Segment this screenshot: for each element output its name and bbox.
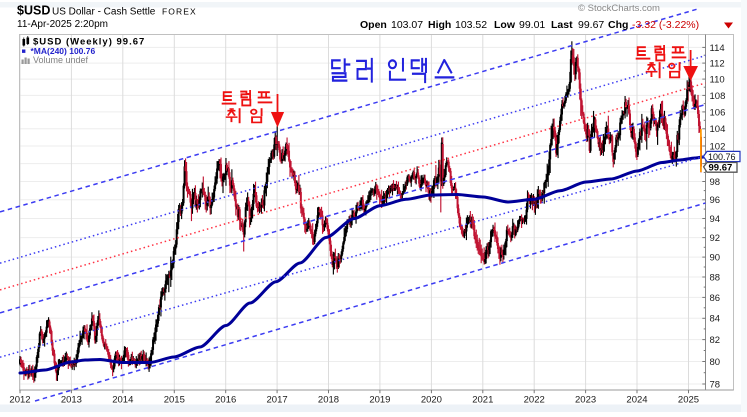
svg-text:2019: 2019 [369,395,390,406]
svg-text:86: 86 [710,293,721,304]
svg-text:2017: 2017 [267,395,288,406]
svg-text:© StockCharts.com: © StockCharts.com [578,3,660,14]
svg-text:82: 82 [710,335,721,346]
svg-text:2015: 2015 [164,395,185,406]
svg-text:Chg: Chg [608,19,628,31]
svg-text:99.67: 99.67 [709,163,733,174]
svg-text:99.67: 99.67 [578,19,604,31]
svg-text:$USD: $USD [17,4,50,18]
svg-text:2018: 2018 [318,395,339,406]
svg-text:103.52: 103.52 [455,19,487,31]
svg-text:110: 110 [710,75,725,86]
svg-text:2021: 2021 [472,395,493,406]
svg-text:112: 112 [710,59,725,70]
svg-text:92: 92 [710,233,721,244]
svg-text:Volume undef: Volume undef [33,55,89,65]
svg-text:103.07: 103.07 [391,19,423,31]
svg-text:96: 96 [710,195,721,206]
svg-text:114: 114 [710,43,725,54]
svg-text:78: 78 [710,379,721,390]
svg-text:2020: 2020 [421,395,442,406]
svg-text:-3.32 (-3.22%): -3.32 (-3.22%) [632,19,699,31]
svg-text:106: 106 [710,107,726,118]
svg-text:2025: 2025 [678,395,699,406]
svg-text:2022: 2022 [524,395,545,406]
svg-text:84: 84 [710,314,721,325]
svg-text:2016: 2016 [215,395,236,406]
svg-text:$USD (Weekly) 99.67: $USD (Weekly) 99.67 [33,37,145,48]
svg-text:2014: 2014 [112,395,133,406]
svg-text:2012: 2012 [9,395,30,406]
svg-text:11-Apr-2025 2:20pm: 11-Apr-2025 2:20pm [17,19,108,30]
svg-text:94: 94 [710,214,721,225]
svg-text:Low: Low [494,19,516,31]
svg-text:2023: 2023 [575,395,596,406]
svg-text:2013: 2013 [61,395,82,406]
svg-text:FOREX: FOREX [162,7,197,17]
svg-text:100.76: 100.76 [708,152,736,162]
svg-text:80: 80 [710,357,721,368]
svg-text:US Dollar - Cash Settle: US Dollar - Cash Settle [52,7,156,18]
svg-text:98: 98 [710,177,721,188]
svg-text:Open: Open [360,19,387,31]
svg-text:88: 88 [710,272,721,283]
svg-text:Last: Last [551,19,573,31]
svg-text:102: 102 [710,141,726,152]
svg-text:*MA(240) 100.76: *MA(240) 100.76 [31,46,96,56]
svg-text:90: 90 [710,253,721,264]
svg-text:High: High [428,19,451,31]
svg-text:108: 108 [710,91,726,102]
svg-text:99.01: 99.01 [519,19,545,31]
svg-text:104: 104 [710,124,726,135]
svg-text:2024: 2024 [626,395,647,406]
